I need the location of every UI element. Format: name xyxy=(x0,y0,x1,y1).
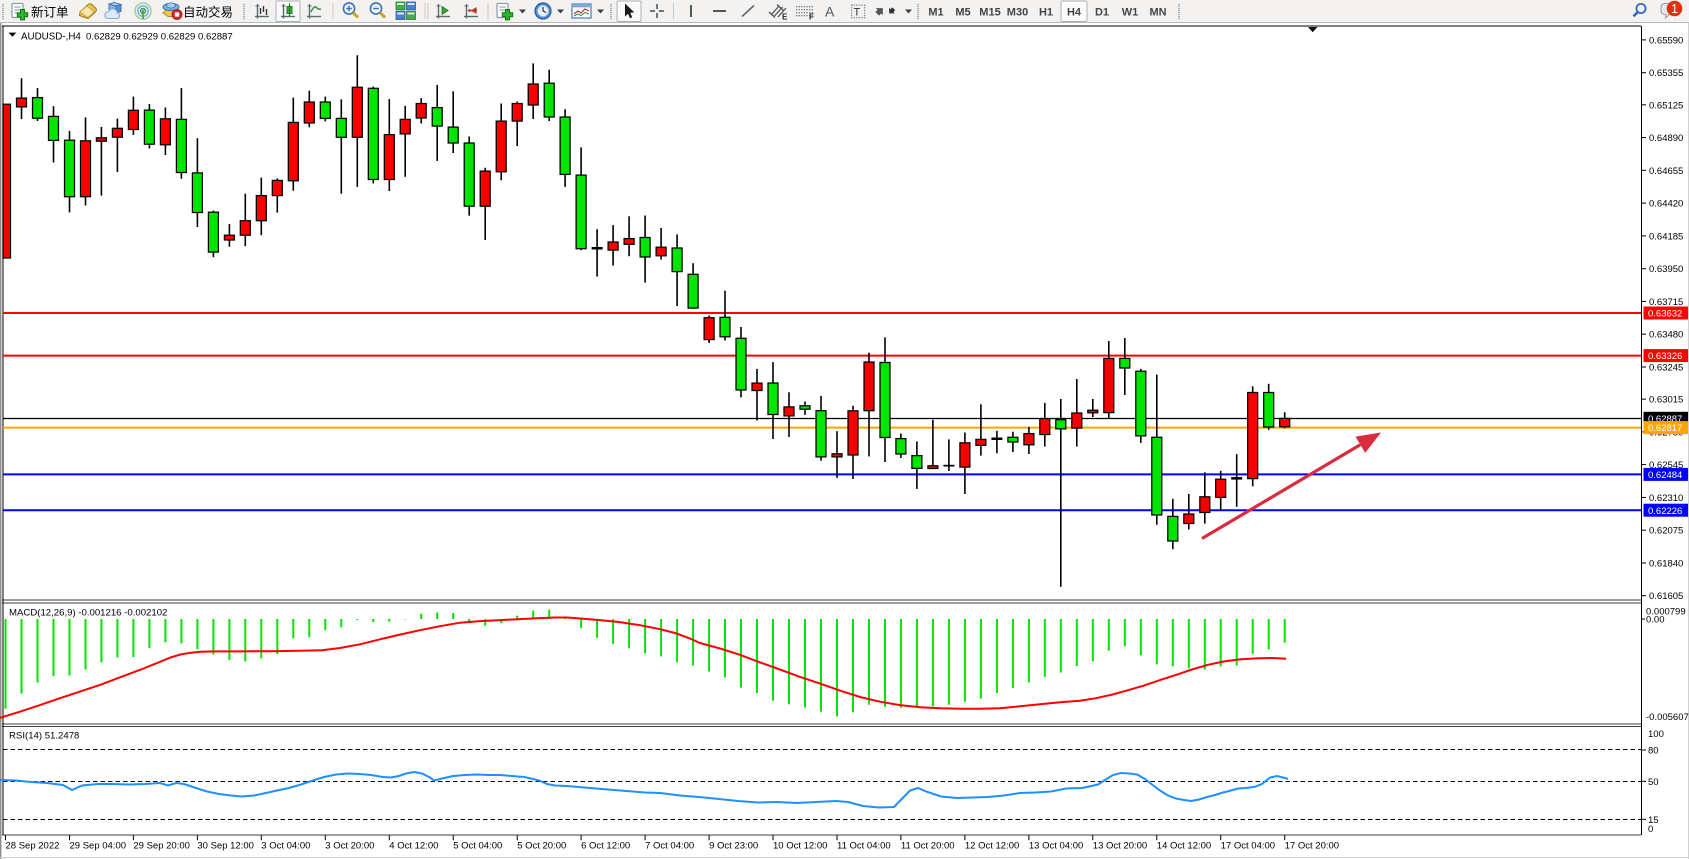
svg-text:0.61605: 0.61605 xyxy=(1649,591,1683,602)
svg-text:17 Oct 20:00: 17 Oct 20:00 xyxy=(1285,841,1339,852)
svg-text:6 Oct 12:00: 6 Oct 12:00 xyxy=(581,841,630,852)
svg-text:10 Oct 12:00: 10 Oct 12:00 xyxy=(773,841,827,852)
svg-text:3 Oct 04:00: 3 Oct 04:00 xyxy=(261,841,310,852)
svg-text:0.63245: 0.63245 xyxy=(1649,363,1683,374)
svg-text:M1: M1 xyxy=(928,7,943,19)
svg-text:0.63326: 0.63326 xyxy=(1648,351,1682,362)
svg-text:0.63632: 0.63632 xyxy=(1648,309,1682,320)
svg-text:5 Oct 20:00: 5 Oct 20:00 xyxy=(517,841,566,852)
svg-text:80: 80 xyxy=(1648,746,1659,757)
svg-text:0.63480: 0.63480 xyxy=(1649,330,1683,341)
svg-text:30 Sep 12:00: 30 Sep 12:00 xyxy=(197,841,254,852)
svg-text:D1: D1 xyxy=(1095,7,1109,19)
svg-text:0.61840: 0.61840 xyxy=(1649,559,1683,570)
svg-text:29 Sep 20:00: 29 Sep 20:00 xyxy=(133,841,190,852)
svg-text:0.63715: 0.63715 xyxy=(1649,297,1683,308)
svg-text:17 Oct 04:00: 17 Oct 04:00 xyxy=(1221,841,1275,852)
svg-text:AUDUSD-,H4: AUDUSD-,H4 xyxy=(21,32,81,43)
svg-text:A: A xyxy=(825,4,835,20)
svg-text:13 Oct 04:00: 13 Oct 04:00 xyxy=(1029,841,1083,852)
svg-text:0.65590: 0.65590 xyxy=(1649,35,1683,46)
svg-text:0.63015: 0.63015 xyxy=(1649,395,1683,406)
svg-text:0.62887: 0.62887 xyxy=(1648,414,1682,425)
svg-text:自动交易: 自动交易 xyxy=(183,5,233,20)
svg-text:0.62310: 0.62310 xyxy=(1649,493,1683,504)
svg-text:28 Sep 2022: 28 Sep 2022 xyxy=(6,841,60,852)
svg-text:0.62829 0.62929 0.62829 0.6288: 0.62829 0.62929 0.62829 0.62887 xyxy=(86,32,233,43)
svg-text:MN: MN xyxy=(1149,7,1166,19)
svg-text:100: 100 xyxy=(1648,729,1664,740)
svg-text:0.63950: 0.63950 xyxy=(1649,264,1683,275)
svg-text:11 Oct 04:00: 11 Oct 04:00 xyxy=(837,841,891,852)
svg-text:0.64890: 0.64890 xyxy=(1649,133,1683,144)
svg-text:H1: H1 xyxy=(1039,7,1053,19)
svg-text:0: 0 xyxy=(1648,824,1653,835)
svg-text:0.65355: 0.65355 xyxy=(1649,68,1683,79)
svg-text:5 Oct 04:00: 5 Oct 04:00 xyxy=(453,841,502,852)
svg-text:E: E xyxy=(782,13,788,22)
svg-text:H4: H4 xyxy=(1067,7,1082,19)
svg-text:13 Oct 20:00: 13 Oct 20:00 xyxy=(1093,841,1147,852)
svg-text:0.64185: 0.64185 xyxy=(1649,231,1683,242)
svg-text:0.62545: 0.62545 xyxy=(1649,460,1683,471)
svg-text:0.62484: 0.62484 xyxy=(1648,470,1682,481)
svg-text:RSI(14) 51.2478: RSI(14) 51.2478 xyxy=(9,731,79,742)
svg-text:0.00: 0.00 xyxy=(1646,614,1665,625)
svg-text:12 Oct 12:00: 12 Oct 12:00 xyxy=(965,841,1019,852)
svg-text:W1: W1 xyxy=(1122,7,1139,19)
svg-text:4 Oct 12:00: 4 Oct 12:00 xyxy=(389,841,438,852)
svg-text:0.62226: 0.62226 xyxy=(1648,506,1682,517)
svg-text:0.65125: 0.65125 xyxy=(1649,100,1683,111)
svg-text:9 Oct 23:00: 9 Oct 23:00 xyxy=(709,841,758,852)
svg-text:0.62075: 0.62075 xyxy=(1649,526,1683,537)
svg-text:14 Oct 12:00: 14 Oct 12:00 xyxy=(1157,841,1211,852)
svg-text:0.64420: 0.64420 xyxy=(1649,199,1683,210)
svg-text:0.62817: 0.62817 xyxy=(1648,423,1682,434)
svg-text:0.000799: 0.000799 xyxy=(1646,607,1686,618)
svg-text:15: 15 xyxy=(1648,815,1659,826)
svg-text:MACD(12,26,9) -0.001216 -0.002: MACD(12,26,9) -0.001216 -0.002102 xyxy=(9,608,167,619)
svg-text:F: F xyxy=(809,13,814,22)
svg-text:T: T xyxy=(854,7,861,19)
svg-text:11 Oct 20:00: 11 Oct 20:00 xyxy=(901,841,955,852)
svg-text:3 Oct 20:00: 3 Oct 20:00 xyxy=(325,841,374,852)
svg-text:7 Oct 04:00: 7 Oct 04:00 xyxy=(645,841,694,852)
svg-text:1: 1 xyxy=(1671,2,1678,16)
svg-text:新订单: 新订单 xyxy=(31,5,69,20)
svg-text:50: 50 xyxy=(1648,777,1659,788)
svg-text:M15: M15 xyxy=(979,7,1000,19)
svg-text:M5: M5 xyxy=(955,7,970,19)
svg-text:-0.005607: -0.005607 xyxy=(1646,712,1689,723)
svg-text:M30: M30 xyxy=(1007,7,1028,19)
svg-text:0.64655: 0.64655 xyxy=(1649,166,1683,177)
svg-text:29 Sep 04:00: 29 Sep 04:00 xyxy=(70,841,127,852)
